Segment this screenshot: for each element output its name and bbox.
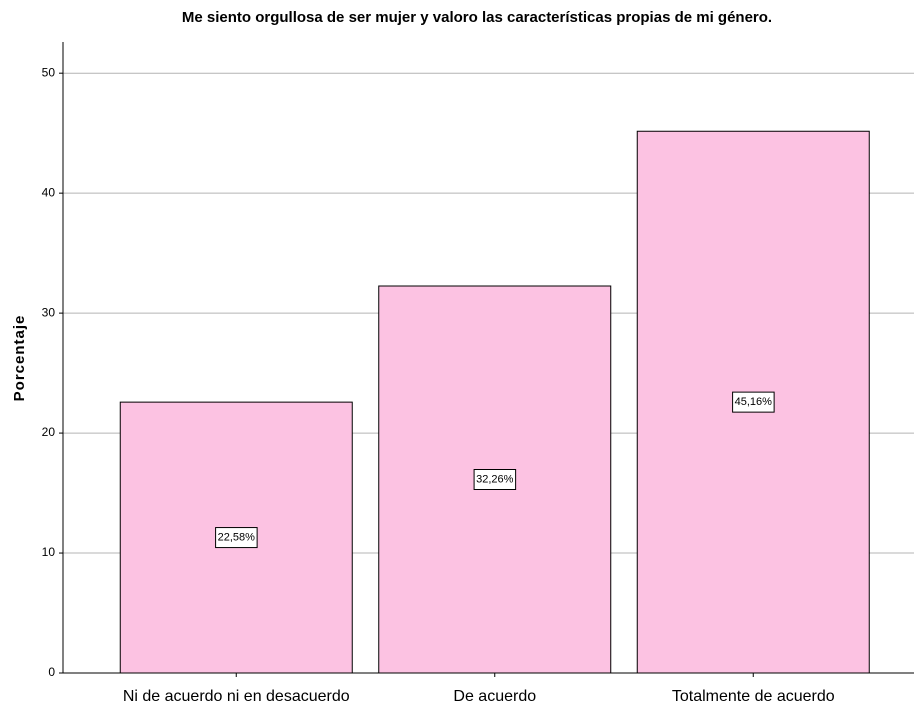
y-tick-label: 40 [42, 185, 56, 199]
y-tick-label: 20 [42, 425, 56, 439]
y-tick-label: 10 [42, 545, 56, 559]
value-label-box [215, 527, 258, 549]
y-tick-label: 30 [42, 305, 56, 319]
value-label-box [473, 469, 517, 491]
value-label: 45,16% [735, 396, 773, 408]
x-tick-label: Ni de acuerdo ni en desacuerdo [123, 688, 350, 705]
y-tick-label: 50 [42, 65, 56, 79]
value-label: 22,58% [218, 531, 256, 543]
y-axis-label: Porcentaje [11, 315, 28, 402]
value-label: 32,26% [476, 473, 514, 485]
x-tick-label: Totalmente de acuerdo [672, 688, 835, 705]
x-tick-label: De acuerdo [453, 688, 536, 705]
y-tick-label: 0 [48, 665, 55, 679]
chart-title: Me siento orgullosa de ser mujer y valor… [182, 9, 772, 26]
value-label-box [732, 391, 775, 413]
